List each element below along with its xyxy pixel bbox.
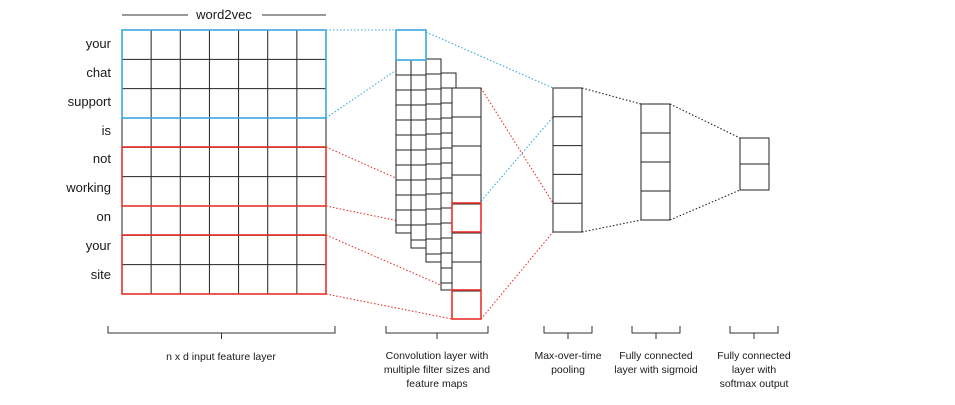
brackets: [107, 326, 779, 339]
connector-black: [581, 87, 642, 105]
connector-red: [325, 293, 453, 320]
caption-convolution-line: Convolution layer with: [386, 350, 489, 362]
caption-pooling-line: pooling: [551, 364, 585, 376]
input-words: your chat support is not working on your…: [65, 36, 111, 282]
word-label: site: [91, 267, 111, 282]
caption-pooling-line: Max-over-time: [534, 350, 601, 362]
word2vec-header: word2vec: [122, 7, 326, 22]
conv-red-cell-2: [451, 289, 482, 320]
connector-red: [480, 87, 554, 204]
conv-blue-cell: [395, 29, 427, 61]
connector-black: [581, 219, 642, 233]
connector-red: [325, 205, 453, 233]
word-label: is: [102, 123, 112, 138]
caption-fc-softmax-line: layer with: [732, 364, 777, 376]
bracket-convolution: [385, 326, 489, 339]
caption-fc-sigmoid-line: Fully connected: [619, 350, 693, 362]
connector-blue: [425, 31, 554, 89]
conv-highlights: [395, 29, 482, 320]
red-filter-region-1: [121, 146, 327, 207]
captions: n x d input feature layer Convolution la…: [166, 350, 791, 390]
connectors: [325, 29, 741, 320]
input-highlights: [121, 29, 327, 295]
connector-black: [669, 103, 741, 139]
word-label: on: [97, 209, 111, 224]
bracket-pooling: [543, 326, 593, 339]
red-filter-region-2: [121, 234, 327, 295]
word-label: your: [86, 238, 112, 253]
word-label: not: [93, 151, 111, 166]
conv-red-cell-1: [451, 202, 482, 233]
matrix-border: [121, 29, 327, 295]
caption-fc-softmax-line: Fully connected: [717, 350, 791, 362]
caption-input: n x d input feature layer: [166, 351, 276, 363]
caption-fc-softmax-line: softmax output: [720, 378, 789, 390]
pooling-column: [552, 87, 583, 233]
word-label: support: [68, 94, 112, 109]
word-label: chat: [86, 65, 111, 80]
caption-convolution-line: feature maps: [406, 378, 467, 390]
blue-filter-region: [121, 29, 327, 119]
bracket-fc-softmax: [729, 326, 779, 339]
word-label: your: [86, 36, 112, 51]
caption-fc-sigmoid-line: layer with sigmoid: [614, 364, 698, 376]
bracket-input: [107, 326, 336, 339]
caption-convolution-line: multiple filter sizes and: [384, 364, 490, 376]
connector-blue: [480, 116, 554, 202]
input-feature-matrix: [121, 29, 327, 295]
word-label: working: [65, 180, 111, 195]
connector-red: [480, 231, 554, 320]
bracket-fc-sigmoid: [631, 326, 681, 339]
header-title: word2vec: [195, 7, 252, 22]
dense-layers: [552, 87, 770, 233]
convolution-feature-maps: [395, 29, 482, 320]
connector-black: [669, 189, 741, 221]
